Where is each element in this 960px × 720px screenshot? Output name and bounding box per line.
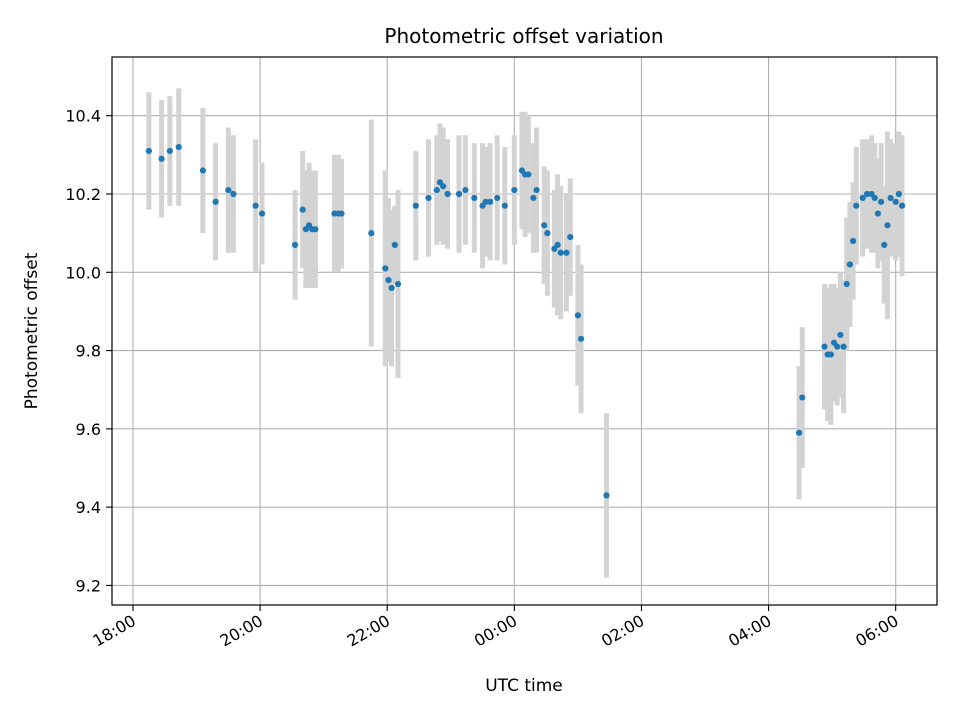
data-point	[837, 331, 844, 339]
data-point	[574, 312, 581, 319]
data-point	[525, 171, 532, 178]
data-point	[846, 261, 854, 268]
plot-frame	[111, 56, 938, 606]
data-point	[884, 222, 891, 229]
data-point	[368, 230, 375, 237]
data-point	[863, 190, 871, 198]
data-point	[258, 210, 266, 217]
y-tick-label: 9.2	[76, 576, 101, 595]
data-point	[843, 280, 850, 288]
data-point	[544, 230, 551, 237]
data-point	[840, 343, 847, 350]
data-point	[557, 249, 564, 256]
data-point	[299, 206, 306, 213]
x-axis-title: UTC time	[485, 676, 563, 696]
data-point	[577, 335, 585, 342]
x-tick-label: 06:00	[852, 611, 901, 651]
data-point	[482, 198, 489, 205]
data-point	[541, 222, 548, 229]
data-point	[425, 194, 432, 202]
data-point	[530, 194, 537, 202]
data-point	[501, 202, 508, 209]
data-point	[212, 198, 219, 205]
data-point	[440, 183, 447, 190]
y-tick-label: 10.4	[65, 107, 101, 126]
y-tick-label: 9.4	[76, 498, 101, 517]
data-point	[887, 194, 894, 202]
x-tick-label: 18:00	[90, 611, 139, 651]
data-point	[199, 167, 206, 174]
data-point	[567, 233, 574, 241]
data-point	[563, 249, 570, 256]
data-point	[487, 198, 494, 205]
data-point	[603, 492, 610, 499]
chart-title: Photometric offset variation	[384, 24, 663, 48]
data-point	[175, 143, 182, 151]
data-point	[145, 147, 152, 155]
x-tick-label: 20:00	[217, 611, 266, 651]
data-point	[225, 186, 232, 194]
x-tick-label: 22:00	[344, 611, 393, 651]
data-point	[877, 198, 885, 205]
x-tick-label: 00:00	[471, 611, 520, 651]
data-point	[834, 343, 841, 350]
y-tick-label: 10.0	[65, 263, 101, 282]
data-point	[385, 277, 392, 284]
data-point	[462, 186, 469, 194]
y-tick-label: 9.8	[76, 342, 101, 361]
data-point	[391, 241, 398, 248]
data-point	[252, 202, 259, 209]
data-point	[444, 190, 451, 198]
data-point	[158, 155, 165, 162]
data-point	[859, 194, 866, 202]
data-point	[821, 343, 828, 350]
data-point	[471, 194, 478, 202]
y-tick-label: 10.2	[65, 185, 101, 204]
data-point	[394, 280, 402, 288]
x-tick-label: 02:00	[598, 611, 647, 651]
y-axis-title: Photometric offset	[22, 252, 42, 409]
data-point	[871, 194, 878, 202]
data-point	[455, 190, 463, 198]
data-point	[166, 147, 173, 155]
y-tick-label: 9.6	[76, 420, 101, 439]
data-point	[291, 241, 299, 248]
data-point	[827, 351, 834, 358]
data-point	[850, 237, 857, 245]
data-point	[412, 202, 419, 209]
data-point	[511, 186, 518, 194]
data-point	[874, 210, 881, 217]
data-point	[898, 202, 906, 209]
x-tick-label: 04:00	[725, 611, 774, 651]
data-point	[388, 284, 395, 292]
data-point	[554, 241, 561, 248]
errorbar-layer	[146, 88, 905, 578]
data-point	[853, 202, 860, 209]
data-point	[230, 190, 237, 198]
data-point	[338, 210, 345, 217]
data-point	[312, 226, 319, 233]
data-point	[892, 198, 899, 205]
data-point	[533, 186, 540, 194]
data-point	[494, 194, 501, 202]
data-point	[433, 186, 440, 194]
data-point	[895, 190, 902, 198]
data-point	[799, 394, 806, 401]
point-layer	[145, 143, 906, 499]
data-point	[881, 241, 888, 248]
data-point	[382, 265, 389, 272]
data-point	[795, 429, 803, 436]
